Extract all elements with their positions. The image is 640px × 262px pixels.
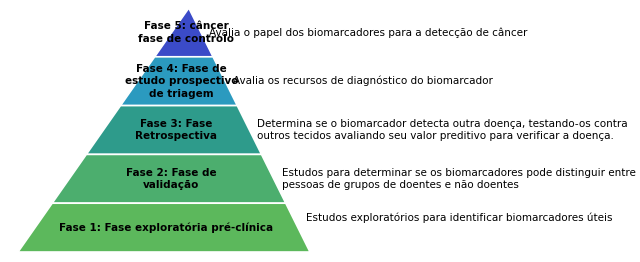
Text: Fase 2: Fase de
validação: Fase 2: Fase de validação — [126, 168, 217, 190]
Polygon shape — [18, 203, 310, 252]
Text: Estudos para determinar se os biomarcadores pode distinguir entre
pessoas de gru: Estudos para determinar se os biomarcado… — [282, 168, 636, 190]
Polygon shape — [52, 154, 285, 203]
Text: Estudos exploratórios para identificar biomarcadores úteis: Estudos exploratórios para identificar b… — [306, 212, 612, 223]
Text: Fase 3: Fase
Retrospectiva: Fase 3: Fase Retrospectiva — [136, 119, 218, 141]
Polygon shape — [86, 106, 262, 154]
Text: Avalia os recursos de diagnóstico do biomarcador: Avalia os recursos de diagnóstico do bio… — [233, 76, 493, 86]
Text: Determina se o biomarcador detecta outra doença, testando-os contra
outros tecid: Determina se o biomarcador detecta outra… — [257, 119, 628, 141]
Text: Fase 4: Fase de
estudo prospectivo
de triagem: Fase 4: Fase de estudo prospectivo de tr… — [125, 64, 238, 99]
Text: Fase 5: câncer
fase de controlo: Fase 5: câncer fase de controlo — [138, 21, 234, 43]
Polygon shape — [155, 8, 213, 57]
Text: Fase 1: Fase exploratória pré-clínica: Fase 1: Fase exploratória pré-clínica — [60, 222, 273, 233]
Polygon shape — [120, 57, 237, 106]
Text: Avalia o papel dos biomarcadores para a detecção de câncer: Avalia o papel dos biomarcadores para a … — [209, 27, 527, 38]
